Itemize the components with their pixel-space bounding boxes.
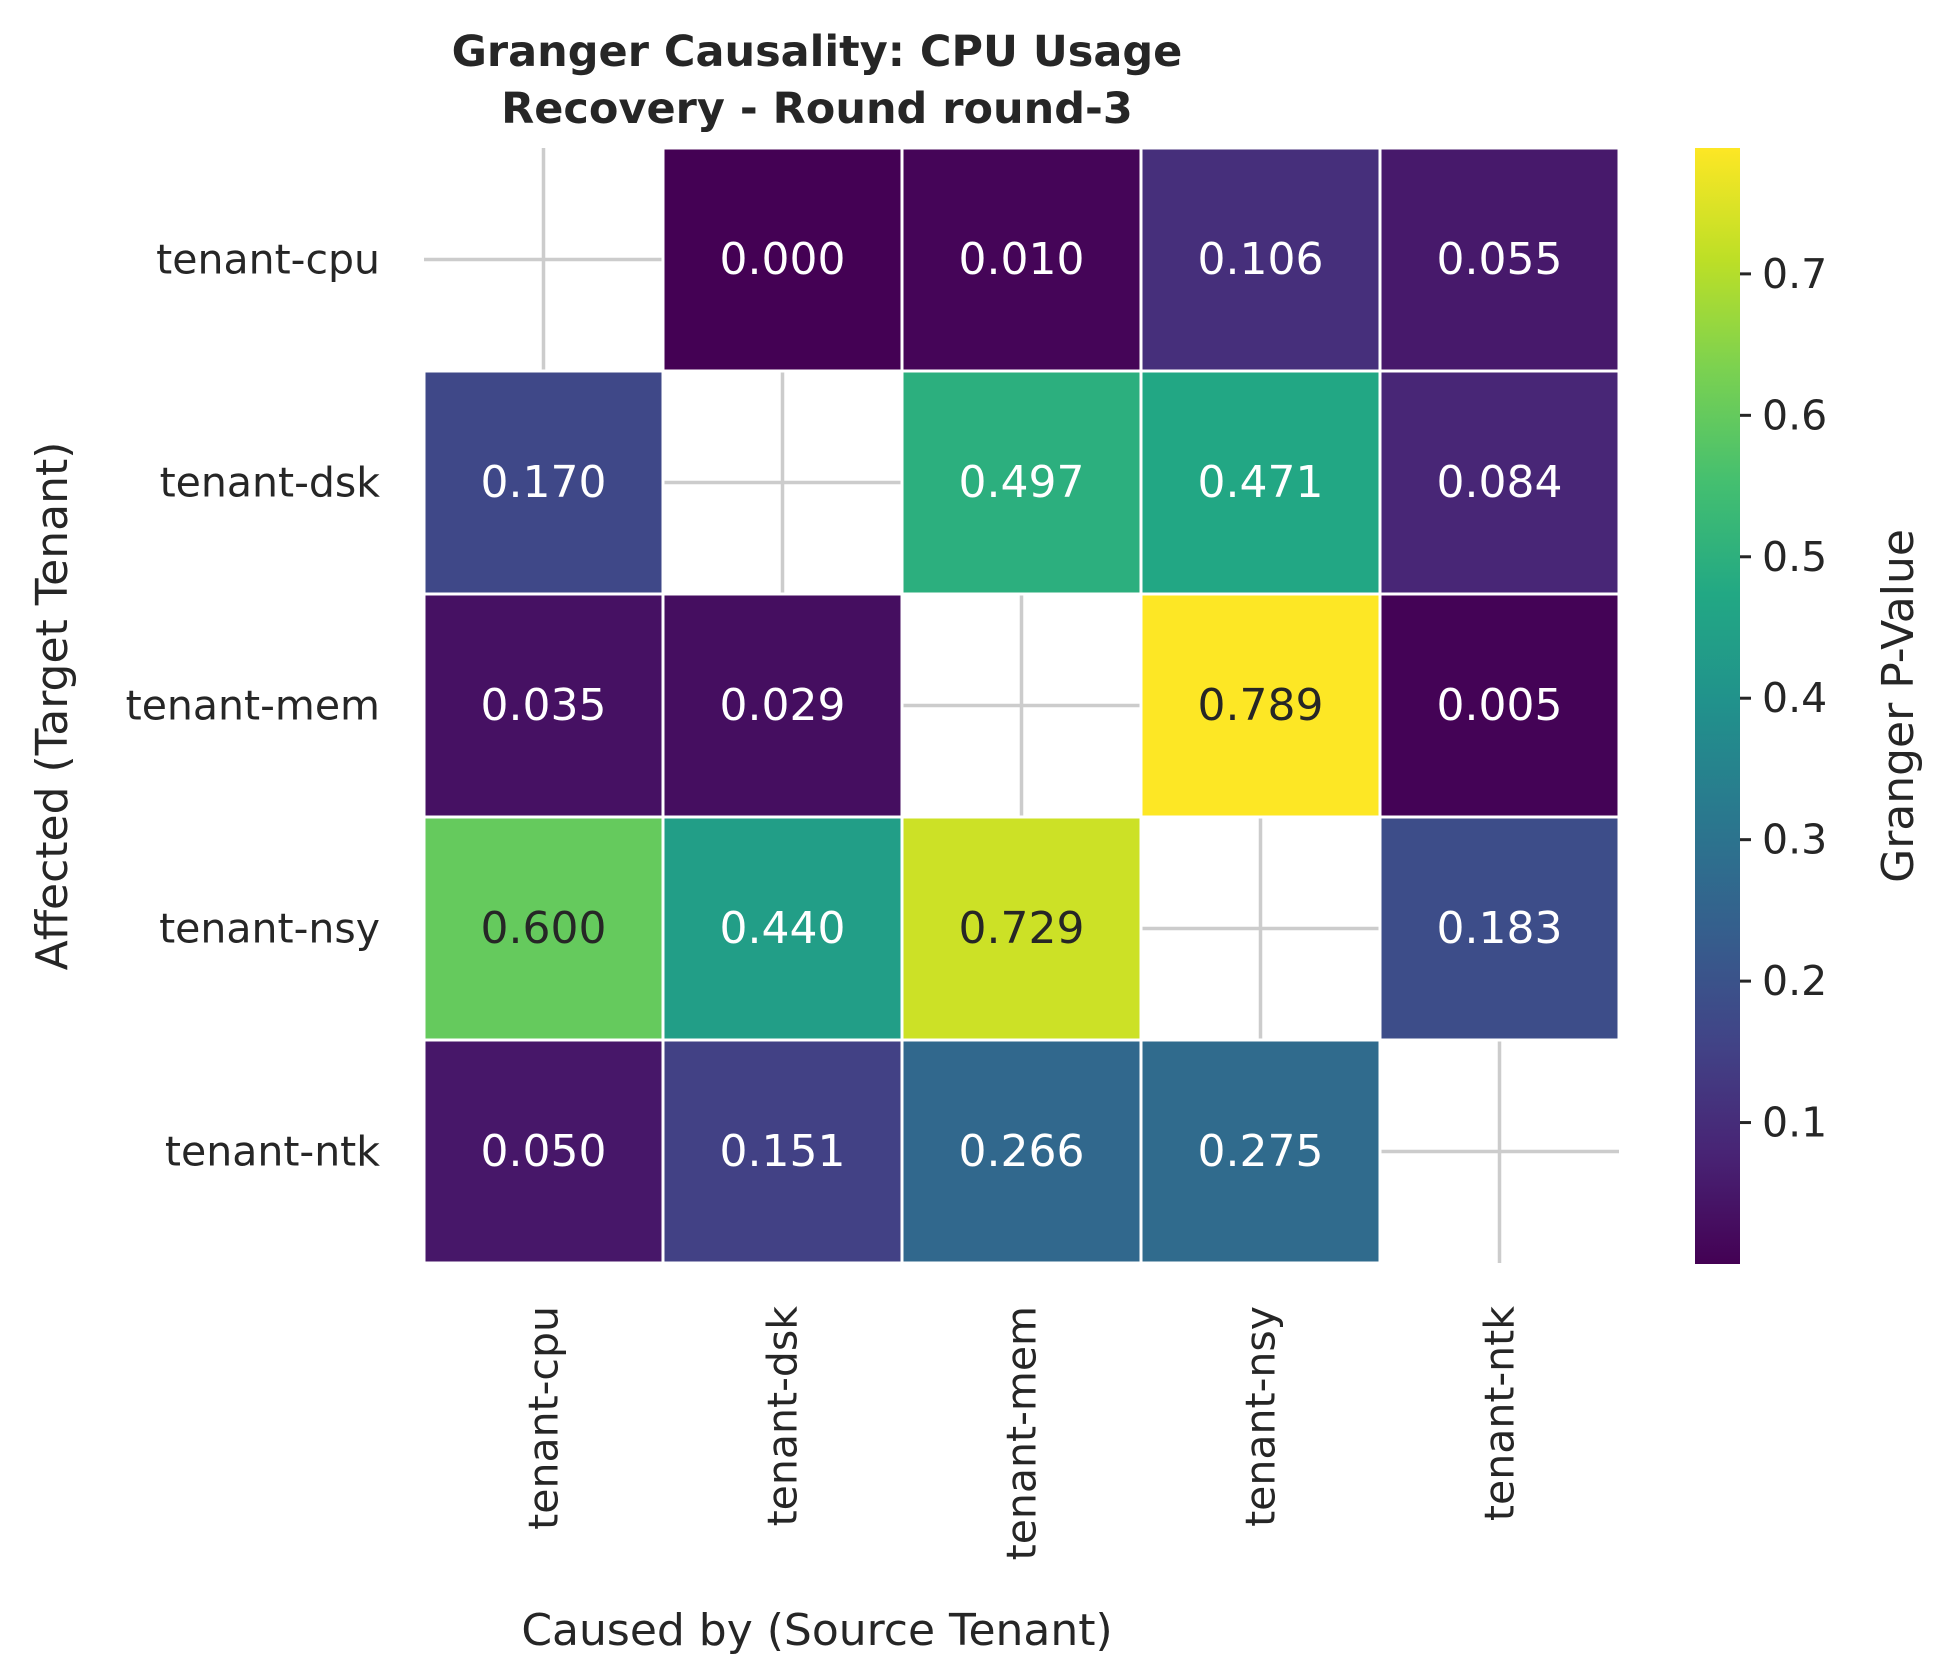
heatmap-cell-tenant-nsy-tenant-cpu (422, 815, 665, 1042)
heatmap-cell-tenant-mem-tenant-cpu (422, 592, 665, 819)
heatmap-cell-labels: 0.000 0.010 0.106 0.055 0.170 0.497 0.471 0.084… (481, 234, 1563, 1177)
x-axis-label: Caused by (Source Tenant) (521, 1605, 1112, 1656)
heatmap-cell-tenant-nsy-tenant-dsk (661, 815, 904, 1042)
y-tick-labels: tenant-cpu tenant-dsk tenant-mem tenant-nsy… (126, 236, 381, 1176)
y-tick-label: tenant-cpu (156, 236, 380, 284)
heatmap-cell-tenant-ntk-tenant-nsy (1139, 1038, 1382, 1265)
cell-value-label: 0.275 (1198, 1126, 1324, 1177)
y-tick-label: tenant-dsk (160, 459, 381, 507)
chart-title-line-2: Recovery - Round round-3 (501, 84, 1133, 134)
x-tick-label: tenant-cpu (520, 1306, 568, 1530)
colorbar-tick-label: 0.4 (1762, 674, 1827, 722)
heatmap-cell-tenant-dsk-tenant-nsy (1139, 369, 1382, 596)
heatmap-cell-tenant-cpu-tenant-ntk (1378, 146, 1621, 373)
cell-value-label: 0.497 (959, 457, 1085, 508)
cell-value-label: 0.266 (959, 1126, 1085, 1177)
cell-value-label: 0.106 (1198, 234, 1324, 285)
heatmap-cell-tenant-ntk-tenant-mem (900, 1038, 1143, 1265)
cell-value-label: 0.084 (1437, 457, 1563, 508)
cell-value-label: 0.000 (720, 234, 846, 285)
heatmap-cell-tenant-ntk-tenant-dsk (661, 1038, 904, 1265)
heatmap-cell-tenant-mem-tenant-dsk (661, 592, 904, 819)
heatmap-cell-tenant-cpu-tenant-mem (900, 146, 1143, 373)
y-tick-label: tenant-nsy (159, 905, 380, 953)
cell-value-label: 0.789 (1198, 680, 1324, 731)
heatmap-cell-tenant-dsk-tenant-mem (900, 369, 1143, 596)
heatmap-cell-tenant-dsk-tenant-cpu (422, 369, 665, 596)
cell-value-label: 0.471 (1198, 457, 1324, 508)
colorbar-label: Granger P-Value (1873, 529, 1924, 883)
cell-value-label: 0.729 (959, 903, 1085, 954)
colorbar-tick-label: 0.1 (1762, 1099, 1827, 1147)
colorbar-ticks: 0.1 0.2 0.3 0.4 0.5 0.6 0.7 (1740, 250, 1827, 1147)
cell-value-label: 0.005 (1437, 680, 1563, 731)
heatmap-cells (422, 146, 1621, 1265)
cell-value-label: 0.035 (481, 680, 607, 731)
heatmap-cell-tenant-ntk-tenant-cpu (422, 1038, 665, 1265)
cell-value-label: 0.170 (481, 457, 607, 508)
heatmap-cell-tenant-mem-tenant-nsy (1139, 592, 1382, 819)
colorbar-tick-label: 0.6 (1762, 391, 1827, 439)
cell-value-label: 0.183 (1437, 903, 1563, 954)
x-tick-label: tenant-dsk (759, 1306, 807, 1527)
x-tick-label: tenant-mem (998, 1306, 1046, 1560)
colorbar-tick-label: 0.5 (1762, 533, 1827, 581)
heatmap-cell-tenant-dsk-tenant-ntk (1378, 369, 1621, 596)
heatmap-cell-tenant-nsy-tenant-ntk (1378, 815, 1621, 1042)
cell-value-label: 0.050 (481, 1126, 607, 1177)
cell-value-label: 0.440 (720, 903, 846, 954)
heatmap-cell-tenant-mem-tenant-ntk (1378, 592, 1621, 819)
colorbar-tick-label: 0.7 (1762, 250, 1827, 298)
cell-value-label: 0.010 (959, 234, 1085, 285)
chart-title-line-1: Granger Causality: CPU Usage (452, 27, 1183, 77)
cell-value-label: 0.151 (720, 1126, 846, 1177)
y-axis-label: Affected (Target Tenant) (27, 442, 78, 971)
x-tick-label: tenant-nsy (1237, 1306, 1285, 1527)
x-tick-labels: tenant-cpu tenant-dsk tenant-mem tenant-nsy… (520, 1306, 1524, 1561)
colorbar (1695, 148, 1740, 1264)
cell-value-label: 0.055 (1437, 234, 1563, 285)
y-tick-label: tenant-ntk (165, 1128, 380, 1176)
colorbar-tick-label: 0.2 (1762, 957, 1827, 1005)
x-tick-label: tenant-ntk (1476, 1306, 1524, 1521)
y-tick-label: tenant-mem (126, 682, 380, 730)
heatmap-cell-tenant-nsy-tenant-mem (900, 815, 1143, 1042)
colorbar-tick-label: 0.3 (1762, 816, 1827, 864)
cell-value-label: 0.600 (481, 903, 607, 954)
cell-value-label: 0.029 (720, 680, 846, 731)
